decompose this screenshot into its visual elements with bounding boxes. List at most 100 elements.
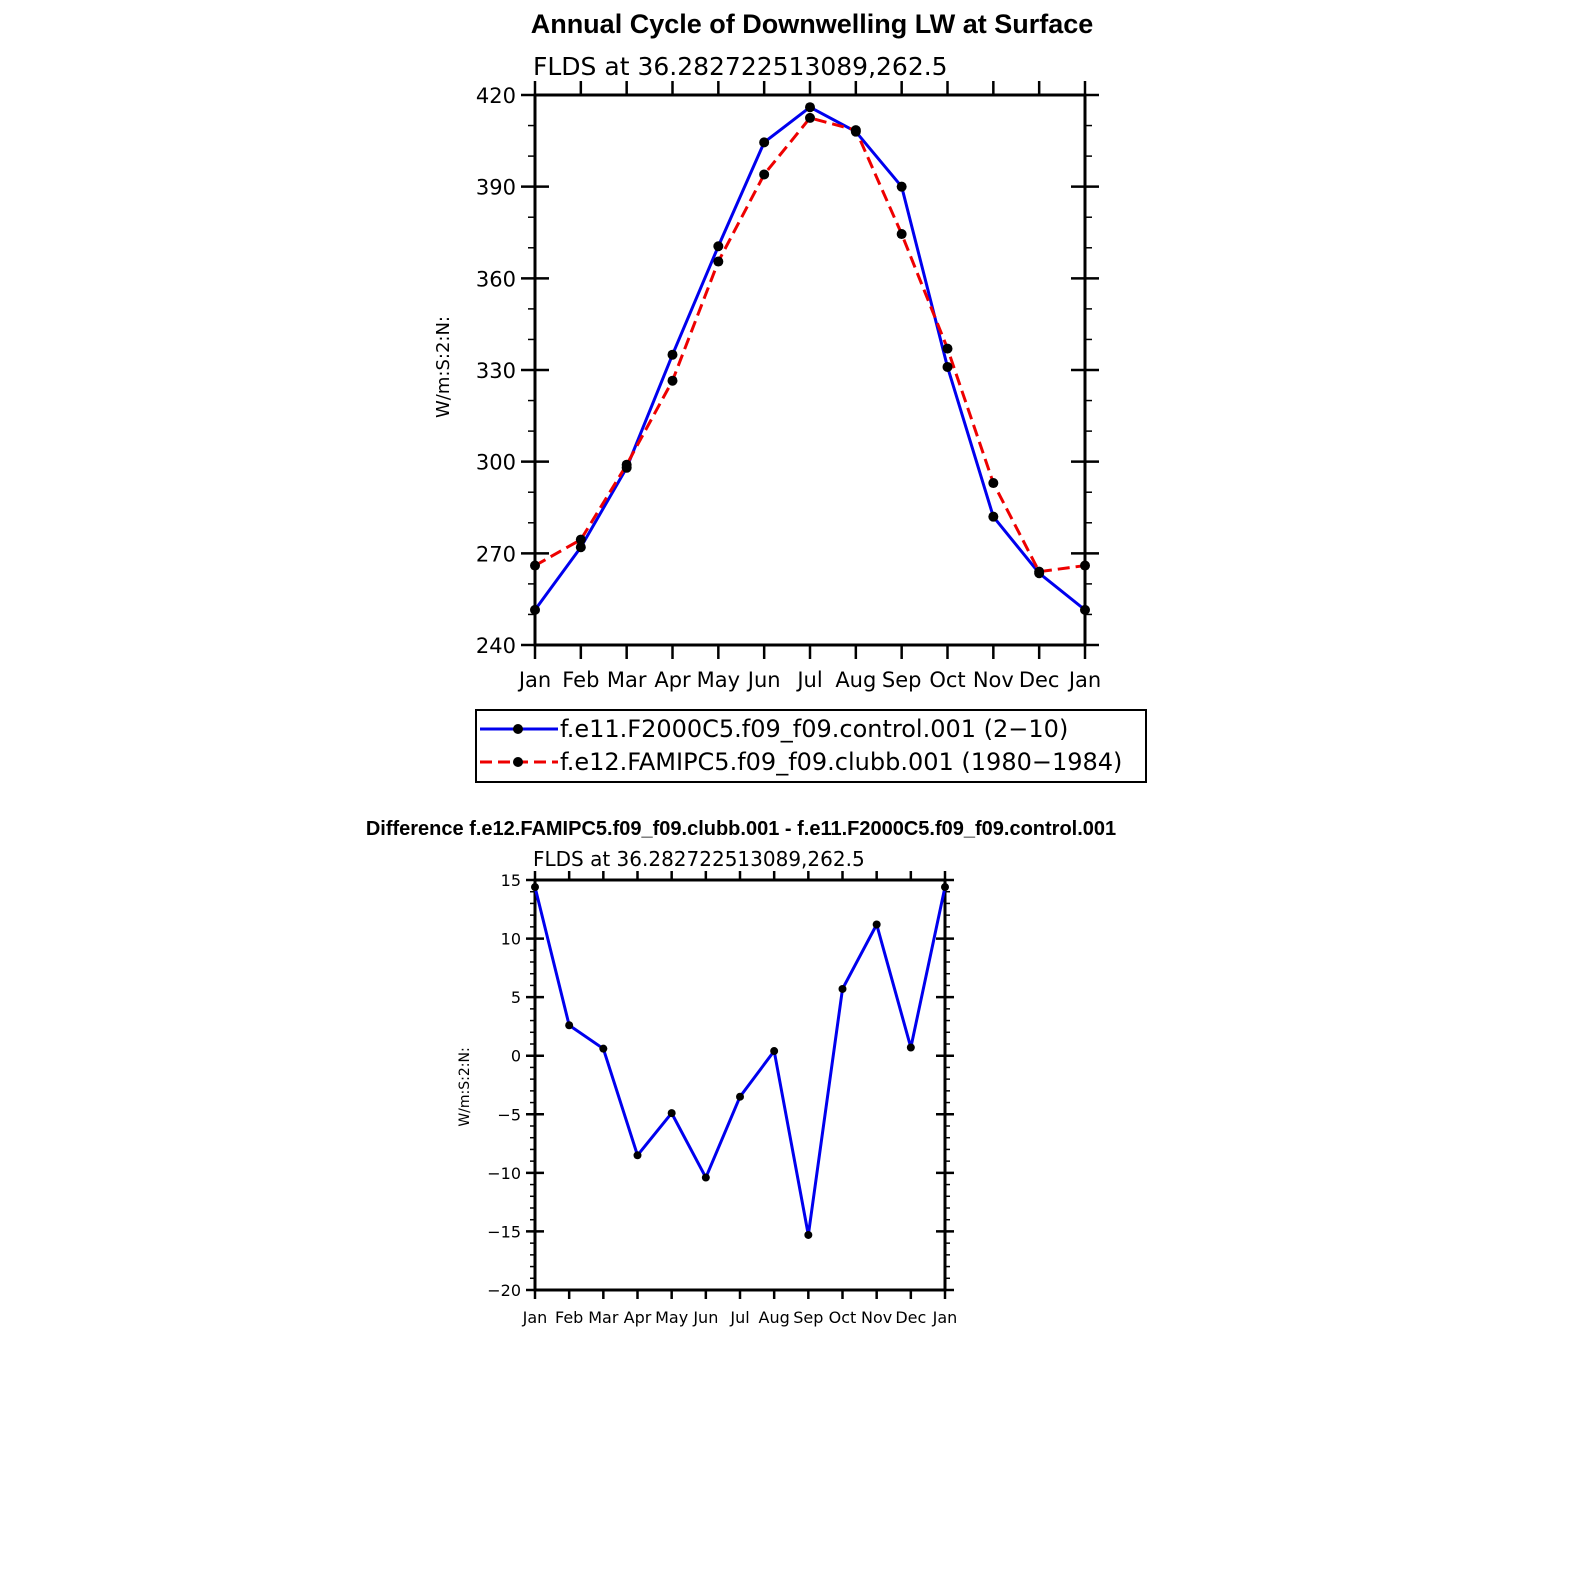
chart2-series	[531, 883, 949, 1239]
chart1-series	[530, 102, 1090, 615]
y-tick-label: 15	[501, 871, 521, 890]
annual-cycle-chart: Annual Cycle of Downwelling LW at Surfac…	[433, 9, 1147, 783]
x-tick-label: Dec	[895, 1308, 926, 1327]
x-tick-label: Nov	[973, 668, 1014, 692]
data-point	[759, 137, 770, 148]
y-tick-label: 360	[476, 267, 516, 291]
x-tick-label: Oct	[829, 1308, 857, 1327]
x-tick-label: Jul	[795, 668, 822, 692]
x-tick-label: Aug	[835, 668, 876, 692]
chart2-ticks	[526, 871, 954, 1299]
data-point	[1080, 560, 1090, 571]
data-point	[942, 343, 953, 354]
y-tick-label: 330	[476, 359, 516, 383]
data-point	[906, 1043, 915, 1052]
data-point	[759, 169, 770, 180]
x-tick-label: Nov	[861, 1308, 892, 1327]
x-tick-label: Jun	[692, 1308, 718, 1327]
x-tick-label: May	[697, 668, 740, 692]
data-point	[701, 1173, 710, 1182]
x-tick-label: Mar	[607, 668, 647, 692]
series-line-1	[534, 116, 1086, 574]
chart1-legend: f.e11.F2000C5.f09_f09.control.001 (2−10)…	[475, 709, 1147, 783]
series-line-0	[533, 886, 947, 1237]
data-point	[575, 542, 586, 553]
x-tick-label: Jan	[517, 668, 551, 692]
series-line-0	[533, 105, 1086, 612]
data-point	[988, 478, 999, 489]
y-tick-label: 240	[476, 634, 516, 658]
data-point	[770, 1047, 779, 1056]
difference-chart: Difference f.e12.FAMIPC5.f09_f09.clubb.0…	[366, 818, 1116, 1327]
y-tick-label: 0	[511, 1047, 521, 1066]
legend-box	[475, 709, 1147, 783]
data-point	[988, 511, 999, 522]
chart2-y-tick-labels: −20 −15 −10 −5 0 5 10 15	[487, 871, 521, 1300]
y-tick-label: −10	[487, 1164, 521, 1183]
legend-label-clubb: f.e12.FAMIPC5.f09_f09.clubb.001 (1980−19…	[560, 748, 1122, 776]
chart1-y-axis-label: W/m:S:2:N:	[433, 316, 454, 418]
x-tick-label: Sep	[882, 668, 922, 692]
data-point	[942, 361, 953, 372]
data-point	[633, 1151, 642, 1160]
x-tick-label: Aug	[759, 1308, 790, 1327]
data-point	[621, 459, 632, 470]
data-point	[530, 604, 540, 615]
chart1-y-tick-labels: 240 270 300 330 360 390 420	[476, 84, 516, 658]
chart1-ticks	[521, 81, 1099, 659]
data-point	[736, 1092, 744, 1101]
chart1-plot-frame	[533, 93, 1087, 647]
x-tick-label: Jun	[746, 668, 781, 692]
y-tick-label: −5	[497, 1105, 521, 1124]
chart1-title: Annual Cycle of Downwelling LW at Surfac…	[531, 9, 1094, 39]
data-point	[896, 229, 907, 240]
data-point	[1080, 604, 1090, 615]
data-point	[530, 560, 540, 571]
data-point	[941, 883, 949, 892]
data-point	[713, 241, 724, 252]
x-tick-label: May	[655, 1308, 688, 1327]
data-point	[896, 181, 907, 192]
x-tick-label: Jan	[932, 1308, 958, 1327]
x-tick-label: Jan	[522, 1308, 548, 1327]
y-tick-label: 300	[476, 451, 516, 475]
chart2-title: Difference f.e12.FAMIPC5.f09_f09.clubb.0…	[366, 818, 1116, 840]
x-tick-label: Apr	[654, 668, 691, 692]
data-point	[872, 920, 881, 929]
data-point	[805, 112, 815, 123]
x-tick-label: Jan	[1067, 668, 1101, 692]
data-point	[1034, 566, 1045, 577]
x-tick-label: Sep	[793, 1308, 823, 1327]
y-tick-label: 10	[501, 930, 521, 949]
legend-marker-clubb	[513, 757, 523, 767]
x-tick-label: Mar	[588, 1308, 619, 1327]
data-point	[805, 102, 815, 113]
chart2-subtitle: FLDS at 36.282722513089,262.5	[533, 847, 865, 871]
data-point	[804, 1230, 813, 1239]
data-point	[667, 1109, 676, 1118]
chart2-y-axis-label: W/m:S:2:N:	[457, 1047, 473, 1126]
y-tick-label: −15	[487, 1222, 521, 1241]
chart2-x-tick-labels: Jan Feb Mar Apr May Jun Jul Aug Sep Oct Nov Dec Jan	[522, 1308, 958, 1327]
legend-label-control: f.e11.F2000C5.f09_f09.control.001 (2−10)	[560, 715, 1068, 743]
chart1-x-tick-labels: Jan Feb Mar Apr May Jun Jul Aug Sep Oct Nov Dec Jan	[517, 668, 1101, 692]
data-point	[713, 256, 724, 267]
y-tick-label: 420	[476, 84, 516, 108]
x-tick-label: Oct	[929, 668, 965, 692]
legend-marker-control	[513, 724, 523, 734]
data-point	[667, 349, 678, 360]
chart2-plot-frame	[533, 878, 947, 1292]
data-point	[838, 984, 847, 993]
chart1-subtitle: FLDS at 36.282722513089,262.5	[533, 52, 948, 81]
data-point	[667, 375, 678, 386]
y-tick-label: 5	[511, 988, 521, 1007]
data-point	[575, 534, 586, 545]
y-tick-label: −20	[487, 1281, 521, 1300]
x-tick-label: Dec	[1019, 668, 1060, 692]
data-point	[599, 1044, 608, 1053]
x-tick-label: Jul	[729, 1308, 749, 1327]
x-tick-label: Apr	[624, 1308, 652, 1327]
x-tick-label: Feb	[555, 1308, 583, 1327]
y-tick-label: 270	[476, 542, 516, 566]
